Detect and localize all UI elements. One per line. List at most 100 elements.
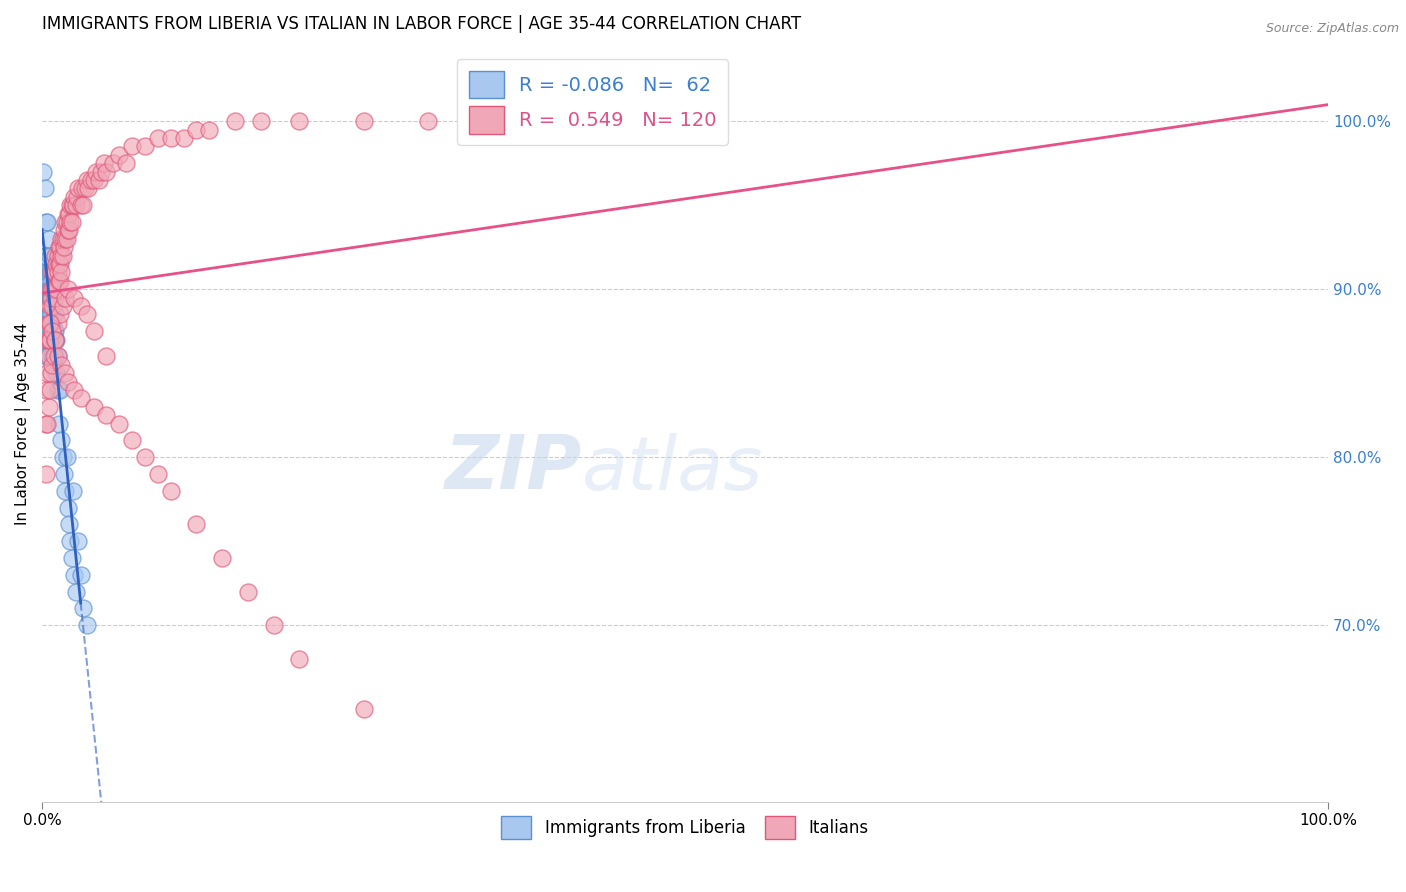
Point bbox=[38, 350, 60, 364]
Point bbox=[56, 375, 79, 389]
Point bbox=[34, 333, 56, 347]
Legend: Immigrants from Liberia, Italians: Immigrants from Liberia, Italians bbox=[495, 809, 876, 847]
Point bbox=[65, 584, 87, 599]
Point bbox=[63, 383, 86, 397]
Point bbox=[58, 207, 80, 221]
Point bbox=[39, 291, 62, 305]
Point bbox=[46, 265, 69, 279]
Point bbox=[42, 299, 65, 313]
Point bbox=[66, 190, 89, 204]
Point bbox=[51, 358, 73, 372]
Point bbox=[37, 350, 59, 364]
Point bbox=[38, 400, 60, 414]
Point bbox=[35, 417, 58, 431]
Text: atlas: atlas bbox=[582, 433, 763, 505]
Point bbox=[35, 249, 58, 263]
Point bbox=[46, 316, 69, 330]
Point bbox=[44, 308, 66, 322]
Point bbox=[53, 291, 76, 305]
Text: IMMIGRANTS FROM LIBERIA VS ITALIAN IN LABOR FORCE | AGE 35-44 CORRELATION CHART: IMMIGRANTS FROM LIBERIA VS ITALIAN IN LA… bbox=[42, 15, 801, 33]
Point bbox=[44, 324, 66, 338]
Point bbox=[42, 350, 65, 364]
Point bbox=[67, 181, 90, 195]
Point bbox=[249, 114, 271, 128]
Point bbox=[96, 408, 118, 422]
Point bbox=[59, 534, 82, 549]
Point bbox=[56, 207, 79, 221]
Point bbox=[69, 392, 91, 406]
Point bbox=[53, 232, 76, 246]
Point bbox=[72, 198, 94, 212]
Point bbox=[48, 240, 70, 254]
Point bbox=[83, 173, 105, 187]
Point bbox=[353, 702, 375, 716]
Point bbox=[37, 265, 59, 279]
Point bbox=[63, 190, 86, 204]
Point bbox=[134, 450, 156, 465]
Point bbox=[38, 291, 60, 305]
Point bbox=[546, 114, 568, 128]
Point bbox=[41, 299, 63, 313]
Point bbox=[146, 467, 169, 481]
Point bbox=[37, 316, 59, 330]
Point bbox=[76, 173, 98, 187]
Point bbox=[35, 467, 58, 481]
Point bbox=[60, 551, 83, 566]
Point bbox=[52, 299, 75, 313]
Point bbox=[42, 324, 65, 338]
Point bbox=[198, 122, 221, 136]
Point bbox=[288, 114, 311, 128]
Point bbox=[83, 324, 105, 338]
Point bbox=[610, 114, 633, 128]
Point bbox=[44, 249, 66, 263]
Point bbox=[186, 122, 208, 136]
Point bbox=[53, 215, 76, 229]
Point bbox=[38, 316, 60, 330]
Point bbox=[39, 265, 62, 279]
Point bbox=[44, 333, 66, 347]
Point bbox=[39, 291, 62, 305]
Point bbox=[416, 114, 439, 128]
Point bbox=[87, 173, 110, 187]
Point bbox=[32, 316, 55, 330]
Point bbox=[38, 282, 60, 296]
Point bbox=[70, 181, 93, 195]
Point bbox=[49, 383, 72, 397]
Point bbox=[46, 383, 69, 397]
Point bbox=[48, 274, 70, 288]
Point bbox=[35, 350, 58, 364]
Point bbox=[41, 350, 63, 364]
Point bbox=[41, 291, 63, 305]
Point bbox=[38, 333, 60, 347]
Point bbox=[146, 131, 169, 145]
Point bbox=[56, 500, 79, 515]
Point bbox=[134, 139, 156, 153]
Point bbox=[55, 232, 77, 246]
Point bbox=[108, 417, 131, 431]
Point bbox=[69, 198, 91, 212]
Point bbox=[58, 223, 80, 237]
Point bbox=[53, 467, 76, 481]
Point bbox=[211, 551, 233, 566]
Point bbox=[53, 240, 76, 254]
Point bbox=[38, 282, 60, 296]
Point bbox=[46, 249, 69, 263]
Point bbox=[45, 282, 67, 296]
Point bbox=[39, 308, 62, 322]
Point bbox=[45, 366, 67, 380]
Point bbox=[65, 198, 87, 212]
Point bbox=[39, 274, 62, 288]
Point bbox=[56, 282, 79, 296]
Point bbox=[45, 333, 67, 347]
Point bbox=[52, 249, 75, 263]
Point bbox=[37, 417, 59, 431]
Point bbox=[37, 366, 59, 380]
Point bbox=[263, 618, 285, 632]
Point bbox=[38, 265, 60, 279]
Point bbox=[32, 164, 55, 178]
Point bbox=[34, 181, 56, 195]
Point bbox=[159, 483, 181, 498]
Point bbox=[67, 534, 90, 549]
Text: ZIP: ZIP bbox=[444, 433, 582, 506]
Point bbox=[53, 483, 76, 498]
